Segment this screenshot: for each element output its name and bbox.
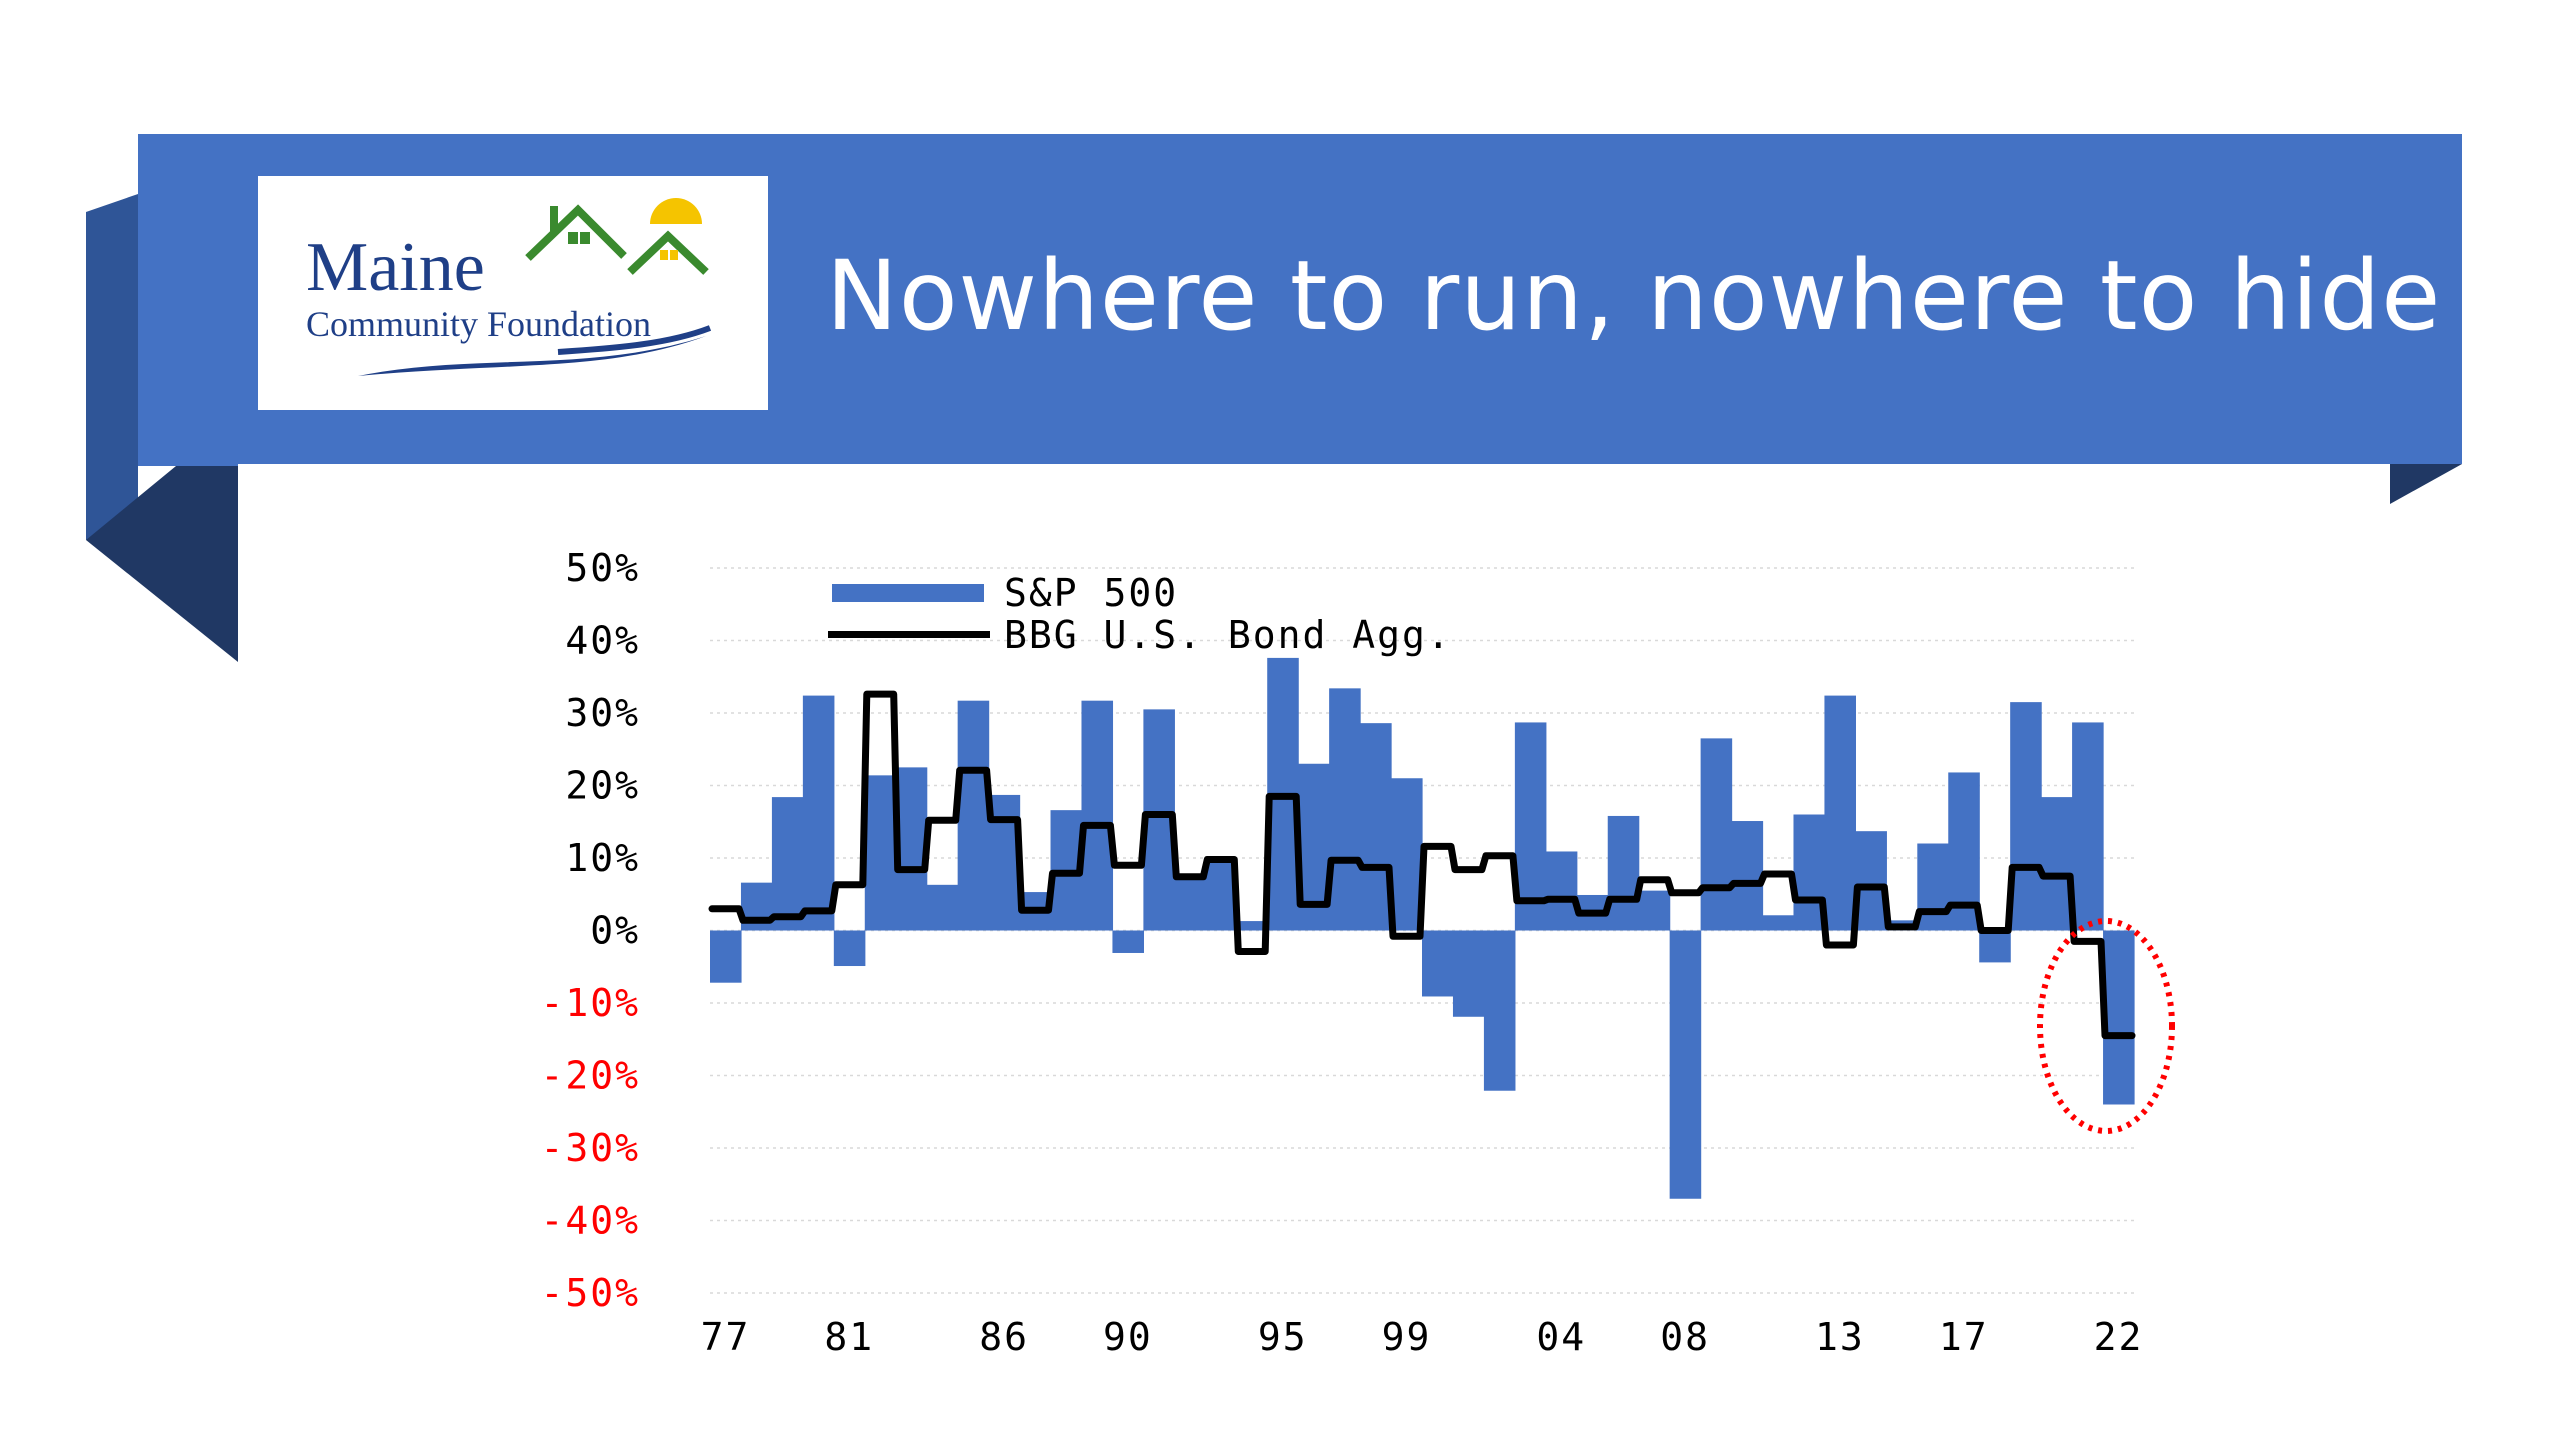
bond-agg-series-line [708, 690, 2136, 1040]
x-tick-label: 08 [1660, 1315, 1710, 1359]
legend: S&P 500 BBG U.S. Bond Agg. [828, 571, 1452, 657]
sp500-bar [1855, 831, 1887, 931]
highlight-circle [2037, 918, 2175, 1134]
sp500-bar [1174, 875, 1206, 931]
sp500-bar [895, 767, 928, 931]
sp500-bar [2103, 930, 2135, 1105]
ribbon-fold-left-dark [86, 466, 238, 662]
sp500-bar [1391, 778, 1423, 931]
y-tick-label: 40% [565, 619, 640, 663]
sp500-bar [1545, 851, 1578, 931]
x-tick-label: 04 [1536, 1315, 1586, 1359]
slide-title: Nowhere to run, nowhere to hide [826, 240, 2442, 352]
sp500-bar [2010, 702, 2042, 931]
sp500-bar [1638, 890, 1671, 931]
ribbon-fold-right [2390, 464, 2462, 504]
sp500-bar [1483, 930, 1516, 1091]
ribbon-fold-left-mid [86, 194, 138, 540]
y-tick-label: -10% [540, 981, 640, 1025]
sp500-bar [1731, 821, 1764, 931]
x-tick-label: 81 [824, 1315, 874, 1359]
sp500-bar [1360, 723, 1392, 931]
logo-wordmark-community-foundation: Community Foundation [306, 304, 652, 344]
x-tick-label: 95 [1258, 1315, 1308, 1359]
sp500-bar [1824, 695, 1856, 931]
x-tick-label: 86 [979, 1315, 1029, 1359]
sp500-bar [1669, 930, 1702, 1199]
sp500-bar [1700, 738, 1733, 931]
sp500-bar [1329, 688, 1361, 931]
river-swoosh-icon [358, 325, 712, 376]
sp500-bar [1452, 930, 1485, 1017]
sp500-bar [771, 797, 804, 931]
sp500-bar [1236, 921, 1268, 931]
y-tick-label: -30% [540, 1126, 640, 1170]
sp500-bar [1514, 722, 1547, 931]
sp500-bar [1112, 930, 1144, 953]
sp500-bar [1917, 843, 1949, 931]
sp500-bar [2041, 797, 2073, 931]
house-icon [627, 230, 709, 275]
y-tick-label: 30% [565, 691, 640, 735]
sp500-bar [1979, 930, 2011, 963]
y-tick-label: 20% [565, 764, 640, 808]
sp500-bar [1762, 915, 1795, 931]
sp500-bar [1081, 700, 1114, 931]
y-tick-label: -20% [540, 1054, 640, 1098]
sp500-bar [2072, 722, 2104, 931]
legend-label-sp500: S&P 500 [1004, 571, 1178, 615]
sp500-bar [1607, 815, 1640, 931]
sp500-bar [926, 884, 959, 931]
y-tick-label: 10% [565, 836, 640, 880]
x-tick-label: 17 [1939, 1315, 1989, 1359]
x-tick-label: 99 [1382, 1315, 1432, 1359]
sp500-bar [802, 695, 835, 931]
sp500-bar [1422, 930, 1454, 997]
y-axis-tick-labels: 50% 40% 30% 20% 10% 0% -10% -20% -30% -40% -50% [540, 546, 640, 1315]
sp500-bar [1793, 814, 1826, 931]
y-tick-label: -40% [540, 1199, 640, 1243]
logo-wordmark-maine: Maine [306, 229, 485, 306]
sp500-bar [957, 700, 990, 931]
house-icon [525, 204, 627, 261]
y-tick-label: 50% [565, 546, 640, 590]
bond-agg-line [708, 690, 2136, 1040]
y-tick-label: 0% [590, 909, 640, 953]
legend-swatch-bond-agg [828, 631, 990, 638]
sp500-bar [833, 930, 866, 967]
legend-label-bond-agg: BBG U.S. Bond Agg. [1004, 613, 1452, 657]
y-tick-label: -50% [540, 1271, 640, 1315]
sp500-bar [864, 775, 897, 931]
sp500-bar [710, 930, 742, 983]
x-tick-label: 22 [2094, 1315, 2144, 1359]
x-axis-tick-labels: 77 81 86 90 95 99 04 08 13 17 22 [701, 1315, 2144, 1359]
x-tick-label: 77 [701, 1315, 751, 1359]
x-tick-label: 13 [1815, 1315, 1865, 1359]
legend-swatch-sp500 [832, 584, 984, 602]
x-tick-label: 90 [1103, 1315, 1153, 1359]
maine-community-foundation-logo: Maine Community Foundation [258, 176, 768, 410]
sun-icon [650, 198, 702, 224]
